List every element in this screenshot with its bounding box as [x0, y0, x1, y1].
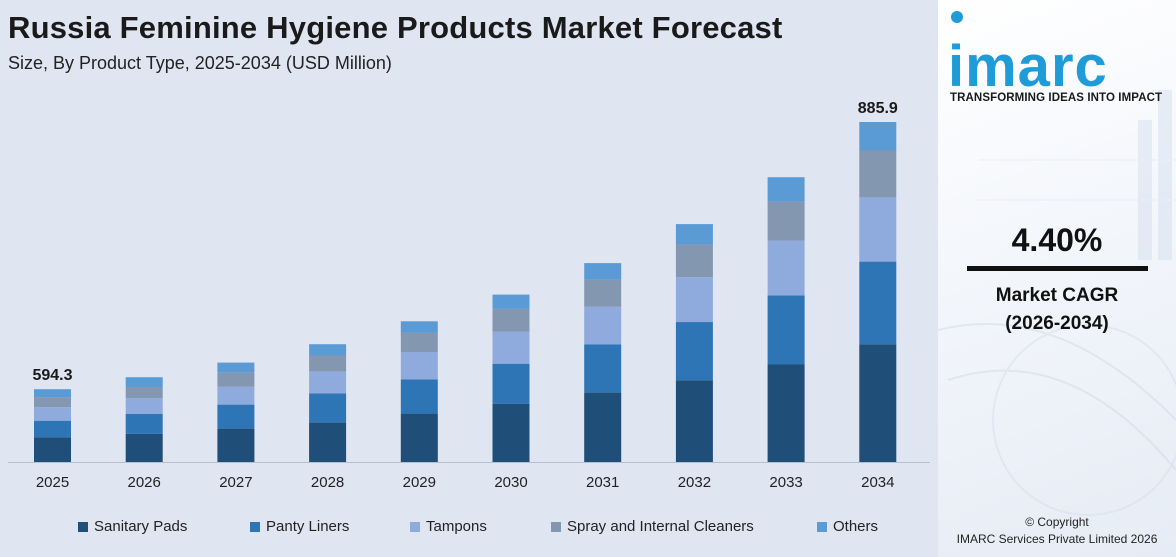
- page-title: Russia Feminine Hygiene Products Market …: [8, 10, 783, 45]
- imarc-logo: imarc: [948, 11, 1108, 92]
- data-label-2025: 594.3: [32, 367, 72, 384]
- bar-segment-sanitary-pads-2032: [675, 380, 713, 462]
- bar-segment-spray-and-internal-cleaners-2029: [400, 332, 438, 352]
- bar-segment-panty-liners-2025: [34, 420, 71, 438]
- bar-segment-tampons-2026: [125, 398, 163, 414]
- bar-segment-tampons-2029: [400, 352, 438, 380]
- x-tick-label-2027: 2027: [219, 474, 252, 491]
- x-tick-label-2025: 2025: [36, 474, 69, 491]
- legend-item-panty-liners: Panty Liners: [250, 518, 349, 535]
- bar-segment-spray-and-internal-cleaners-2025: [34, 397, 71, 408]
- legend-label: Panty Liners: [266, 518, 350, 535]
- bar-segment-spray-and-internal-cleaners-2034: [859, 150, 897, 198]
- data-label-2034: 885.9: [858, 100, 898, 117]
- bar-segment-tampons-2031: [584, 306, 622, 345]
- bar-segment-tampons-2025: [34, 407, 71, 421]
- logo-wordmark: imarc: [948, 34, 1108, 92]
- legend-swatch: [551, 521, 561, 532]
- bar-segment-panty-liners-2026: [125, 414, 163, 434]
- bar-segment-panty-liners-2032: [675, 322, 713, 381]
- bar-segment-sanitary-pads-2030: [492, 403, 530, 462]
- bar-segment-others-2028: [309, 344, 347, 356]
- x-tick-label-2028: 2028: [311, 474, 344, 491]
- bar-segment-sanitary-pads-2025: [34, 437, 71, 462]
- x-tick-label-2031: 2031: [586, 474, 619, 491]
- bar-segment-spray-and-internal-cleaners-2028: [309, 355, 347, 372]
- bar-segment-tampons-2033: [767, 240, 805, 296]
- bar-segment-panty-liners-2030: [492, 363, 530, 404]
- bar-segment-others-2033: [767, 177, 805, 202]
- bar-segment-spray-and-internal-cleaners-2031: [584, 279, 622, 307]
- bar-segment-panty-liners-2031: [584, 344, 622, 393]
- bar-segment-tampons-2034: [859, 197, 897, 262]
- cagr-divider: [967, 266, 1148, 271]
- brand-tagline: TRANSFORMING IDEAS INTO IMPACT: [950, 92, 1163, 104]
- legend-swatch: [410, 521, 420, 532]
- x-tick-label-2034: 2034: [861, 474, 894, 491]
- bar-segment-tampons-2032: [675, 277, 713, 323]
- bar-segment-others-2029: [400, 321, 438, 333]
- bar-segment-spray-and-internal-cleaners-2027: [217, 372, 255, 387]
- bar-segment-spray-and-internal-cleaners-2030: [492, 308, 530, 332]
- cagr-label: Market CAGR: [995, 285, 1119, 306]
- bar-segment-others-2031: [584, 263, 622, 280]
- x-tick-label-2030: 2030: [494, 474, 527, 491]
- legend-swatch: [78, 521, 88, 532]
- bar-segment-tampons-2028: [309, 371, 347, 394]
- bar-segment-sanitary-pads-2034: [859, 344, 897, 462]
- legend-item-spray-and-internal-cleaners: Spray and Internal Cleaners: [551, 518, 754, 535]
- decorative-chart-background: [938, 90, 1176, 516]
- cagr-value: 4.40%: [1011, 222, 1103, 258]
- page-subtitle: Size, By Product Type, 2025-2034 (USD Mi…: [8, 53, 392, 73]
- bar-segment-sanitary-pads-2031: [584, 392, 622, 462]
- bar-segment-sanitary-pads-2027: [217, 428, 255, 462]
- bar-segment-tampons-2027: [217, 386, 255, 405]
- legend-label: Sanitary Pads: [94, 518, 188, 535]
- legend-item-others: Others: [817, 518, 878, 535]
- stacked-bar-chart: 2025 2026 2027 2028 2029 2030 2031 2032 2033 2034…: [8, 100, 930, 491]
- bar-segment-others-2032: [675, 224, 713, 245]
- x-tick-label-2026: 2026: [128, 474, 161, 491]
- bar-segment-others-2030: [492, 294, 530, 309]
- x-tick-label-2029: 2029: [403, 474, 436, 491]
- x-tick-label-2032: 2032: [678, 474, 711, 491]
- bar-segment-spray-and-internal-cleaners-2032: [675, 244, 713, 278]
- side-panel: imarc TRANSFORMING IDEAS INTO IMPACT 4.4…: [938, 0, 1176, 557]
- bar-segment-panty-liners-2028: [309, 393, 347, 423]
- bar-segment-others-2025: [34, 389, 71, 398]
- legend-swatch: [817, 521, 827, 532]
- logo-dot-icon: [951, 11, 963, 23]
- bar-segment-spray-and-internal-cleaners-2033: [767, 201, 805, 241]
- legend-item-tampons: Tampons: [410, 518, 487, 535]
- bar-segment-others-2026: [125, 377, 163, 387]
- legend-label: Spray and Internal Cleaners: [567, 518, 754, 535]
- bar-segment-panty-liners-2033: [767, 295, 805, 365]
- chart-legend: Sanitary Pads Panty Liners Tampons Spray an…: [0, 518, 938, 540]
- legend-swatch: [250, 521, 260, 532]
- bar-segment-panty-liners-2027: [217, 404, 255, 429]
- cagr-period: (2026-2034): [1005, 313, 1109, 334]
- x-tick-label-2033: 2033: [769, 474, 802, 491]
- bar-segment-others-2034: [859, 122, 897, 151]
- chart-area: Russia Feminine Hygiene Products Market …: [0, 10, 938, 540]
- bar-segment-sanitary-pads-2029: [400, 413, 438, 462]
- bar-segment-sanitary-pads-2028: [309, 422, 347, 462]
- copyright-notice: © Copyright: [1025, 515, 1089, 529]
- bar-segment-sanitary-pads-2033: [767, 364, 805, 462]
- legend-label: Others: [833, 518, 879, 535]
- bar-segment-panty-liners-2034: [859, 261, 897, 345]
- legend-label: Tampons: [426, 518, 487, 535]
- legend-item-sanitary-pads: Sanitary Pads: [78, 518, 187, 535]
- bar-segment-others-2027: [217, 362, 255, 373]
- bar-segment-sanitary-pads-2026: [125, 433, 163, 462]
- bar-segment-panty-liners-2029: [400, 379, 438, 414]
- bar-segment-spray-and-internal-cleaners-2026: [125, 386, 163, 399]
- copyright-company: IMARC Services Private Limited 2026: [956, 532, 1158, 546]
- bar-segment-tampons-2030: [492, 331, 530, 364]
